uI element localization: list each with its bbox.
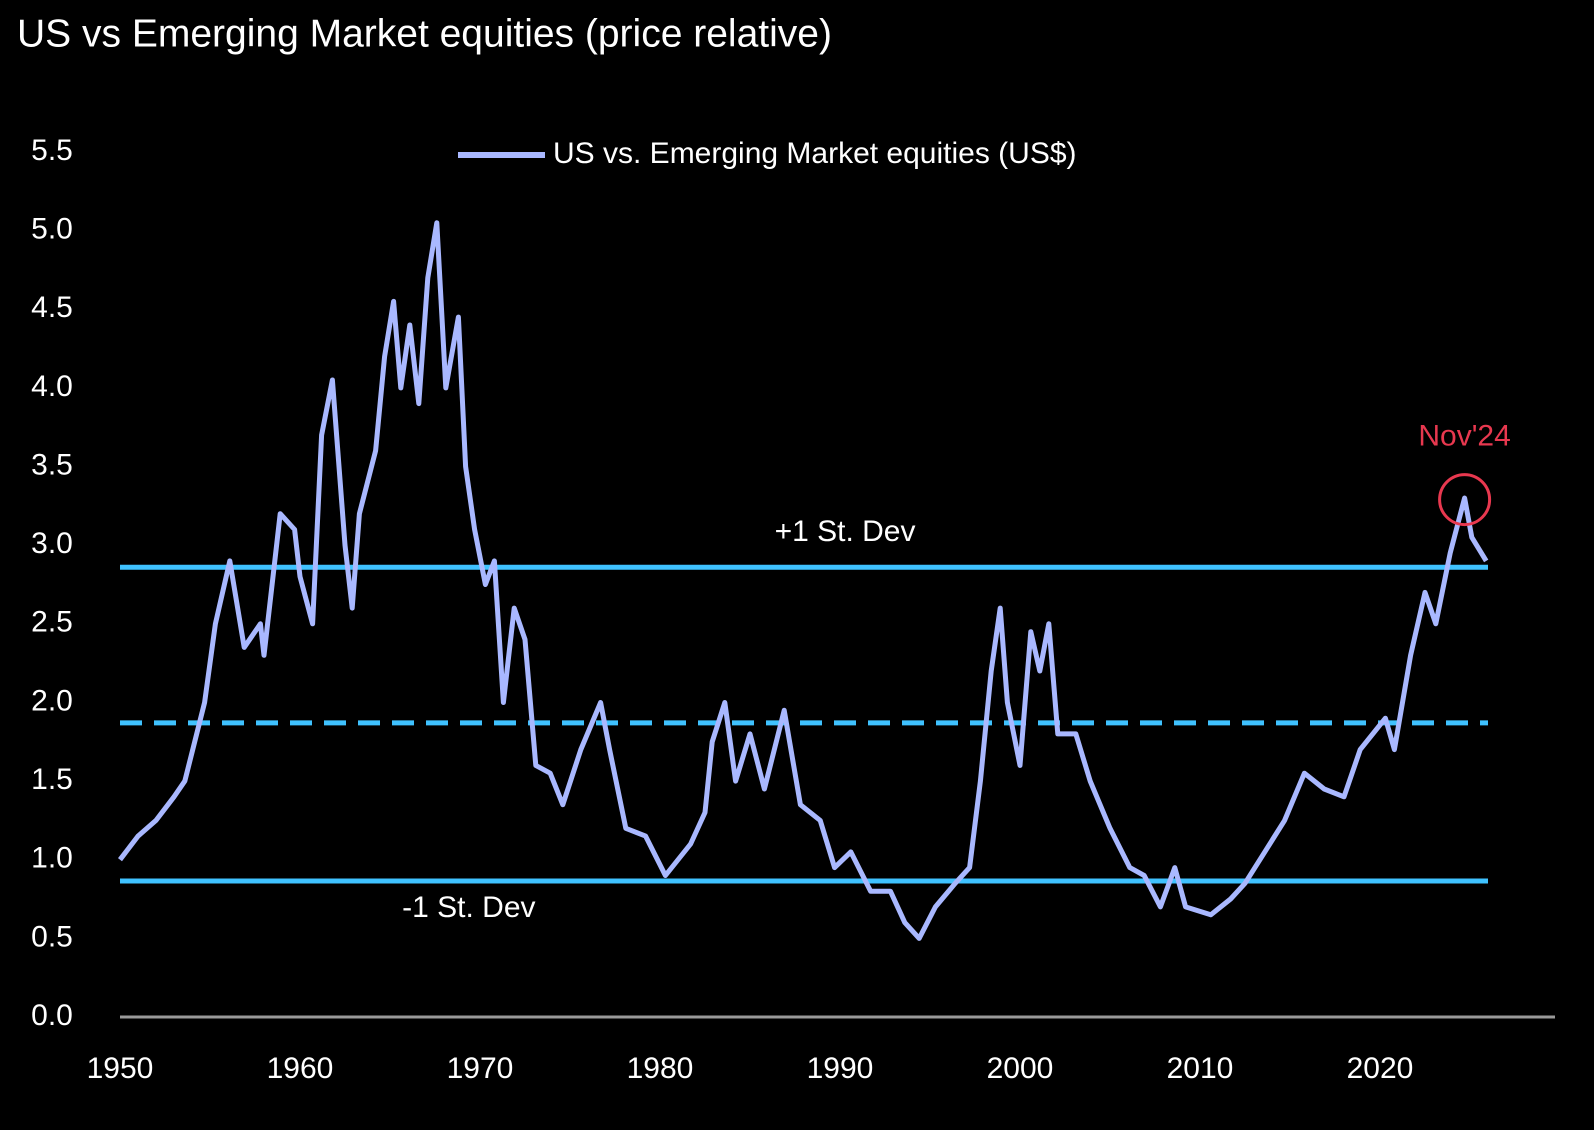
x-tick-label: 1970 [447,1052,514,1085]
x-tick-label: 1980 [627,1052,694,1085]
reference-label: +1 St. Dev [775,515,916,548]
x-tick-label: 1950 [87,1052,154,1085]
x-tick-label: 2000 [987,1052,1054,1085]
y-tick-label: 3.5 [31,448,73,481]
y-tick-label: 5.0 [31,213,73,246]
chart-title: US vs Emerging Market equities (price re… [17,12,832,55]
reference-label: -1 St. Dev [402,891,535,924]
x-tick-label: 1990 [807,1052,874,1085]
data-line [118,220,1489,941]
y-tick-label: 4.5 [31,291,73,324]
y-tick-label: 0.5 [31,920,73,953]
x-tick-label: 2020 [1347,1052,1414,1085]
y-tick-label: 0.0 [31,999,73,1032]
y-tick-label: 1.5 [31,763,73,796]
annotation-label: Nov'24 [1418,419,1510,452]
legend-label: US vs. Emerging Market equities (US$) [553,137,1077,170]
y-tick-label: 5.5 [31,134,73,167]
y-tick-label: 4.0 [31,370,73,403]
y-tick-label: 3.0 [31,527,73,560]
y-tick-label: 2.0 [31,684,73,717]
annotation-circle [1438,473,1492,527]
x-tick-label: 2010 [1167,1052,1234,1085]
y-tick-label: 1.0 [31,842,73,875]
y-tick-label: 2.5 [31,606,73,639]
x-tick-label: 1960 [267,1052,334,1085]
